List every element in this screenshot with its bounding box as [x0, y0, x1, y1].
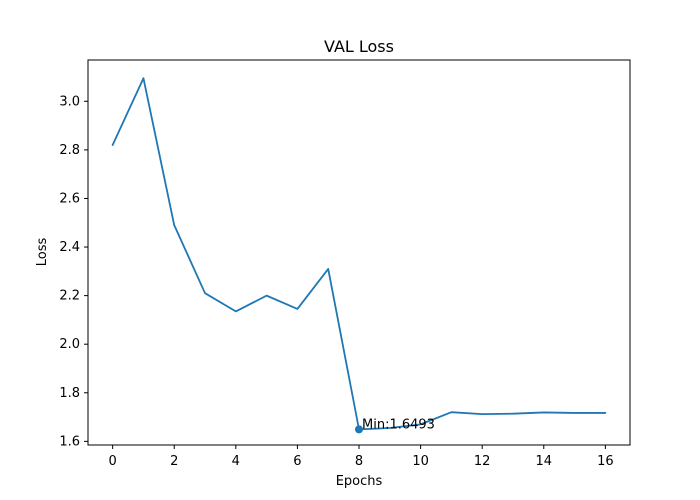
min-annotation-label: Min:1.6493: [362, 417, 435, 432]
x-tick-label: 2: [170, 454, 178, 469]
x-tick-label: 4: [232, 454, 240, 469]
x-tick-label: 8: [355, 454, 363, 469]
plot-frame: [87, 59, 631, 446]
annotation-layer: Min:1.6493: [355, 417, 435, 434]
x-tick-label: 0: [108, 454, 116, 469]
x-tick-label: 14: [535, 454, 552, 469]
y-axis-label: Loss: [35, 238, 50, 267]
x-axis-ticks: 0 2 4 6 8 10 12 14 16: [108, 445, 614, 469]
chart-title: VAL Loss: [324, 37, 394, 56]
x-tick-label: 12: [474, 454, 491, 469]
y-tick-label: 2.2: [59, 289, 80, 304]
y-tick-label: 3.0: [59, 94, 80, 109]
y-tick-label: 1.8: [59, 386, 80, 401]
x-tick-label: 16: [597, 454, 614, 469]
y-tick-label: 1.6: [59, 434, 80, 449]
x-tick-label: 6: [293, 454, 301, 469]
y-axis-ticks: 1.6 1.8 2.0 2.2 2.4 2.6 2.8 3.0: [59, 94, 88, 449]
y-tick-label: 2.6: [59, 191, 80, 206]
y-tick-label: 2.4: [59, 240, 80, 255]
plot-area-background: [88, 60, 630, 445]
x-axis-label: Epochs: [336, 474, 383, 489]
x-tick-label: 10: [412, 454, 429, 469]
y-tick-label: 2.8: [59, 143, 80, 158]
y-tick-label: 2.0: [59, 337, 80, 352]
min-point-marker: [355, 425, 363, 434]
